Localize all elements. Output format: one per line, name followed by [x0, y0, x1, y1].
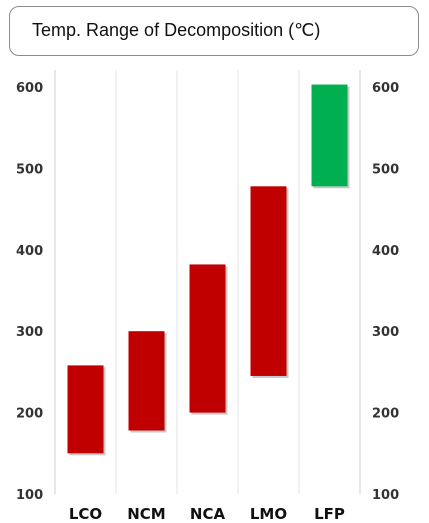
range-bar-lmo [250, 186, 287, 376]
range-bar-nca [189, 264, 226, 413]
x-category-label: LMO [250, 505, 287, 523]
chart-title: Temp. Range of Decomposition (℃) [32, 20, 321, 40]
y-tick-label-left: 600 [16, 81, 43, 96]
x-category-label: LFP [314, 505, 345, 523]
y-tick-label-right: 500 [372, 162, 399, 177]
y-tick-label-left: 100 [16, 488, 43, 503]
x-category-label: LCO [69, 505, 102, 523]
range-bar-ncm [128, 331, 165, 431]
y-tick-label-left: 500 [16, 162, 43, 177]
y-tick-label-left: 300 [16, 325, 43, 340]
x-category-label: NCA [190, 505, 226, 523]
y-tick-label-left: 200 [16, 407, 43, 422]
y-tick-label-right: 100 [372, 488, 399, 503]
y-tick-label-right: 200 [372, 407, 399, 422]
title-box: Temp. Range of Decomposition (℃) [9, 6, 419, 56]
range-bar-lco [67, 365, 104, 454]
y-tick-label-right: 600 [372, 81, 399, 96]
x-category-label: NCM [127, 505, 166, 523]
y-tick-label-right: 300 [372, 325, 399, 340]
range-bar-lfp [311, 84, 348, 187]
y-tick-label-right: 400 [372, 244, 399, 259]
y-tick-label-left: 400 [16, 244, 43, 259]
